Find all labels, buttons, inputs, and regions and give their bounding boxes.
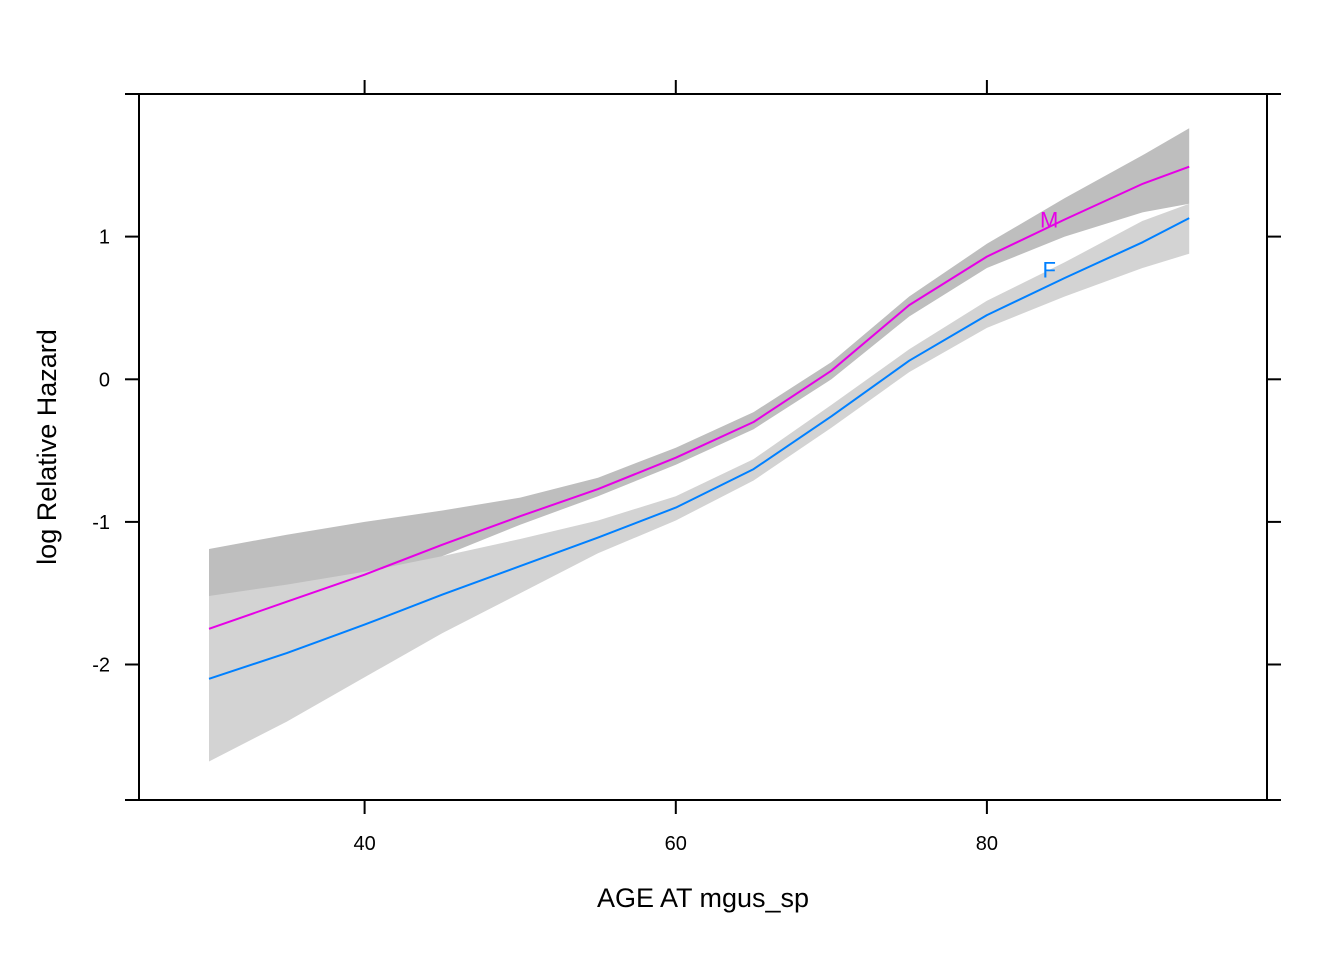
axis-ticks: [125, 80, 1281, 814]
confidence-band-m: [209, 128, 1190, 711]
y-tick-label: -2: [92, 655, 110, 677]
y-tick-label: -1: [92, 512, 110, 534]
series-lines: [208, 165, 1190, 680]
x-axis-title: AGE AT mgus_sp: [597, 883, 809, 913]
x-tick-label: 80: [976, 833, 998, 855]
confidence-bands: [209, 128, 1190, 762]
x-tick-label: 60: [665, 833, 687, 855]
series-line-m: [208, 165, 1190, 630]
axis-tick-labels: 40 60 80 -2 -1 0 1: [92, 227, 998, 855]
series-line-f: [208, 217, 1190, 680]
x-tick-label: 40: [353, 833, 375, 855]
confidence-band-f: [209, 203, 1190, 762]
series-labels: MF: [1040, 208, 1058, 283]
series-label-f: F: [1042, 257, 1055, 282]
plot-frame: [138, 93, 1268, 801]
series-label-m: M: [1040, 208, 1058, 233]
y-tick-label: 1: [99, 227, 110, 249]
y-axis-title: log Relative Hazard: [32, 329, 62, 565]
y-tick-label: 0: [99, 369, 110, 391]
